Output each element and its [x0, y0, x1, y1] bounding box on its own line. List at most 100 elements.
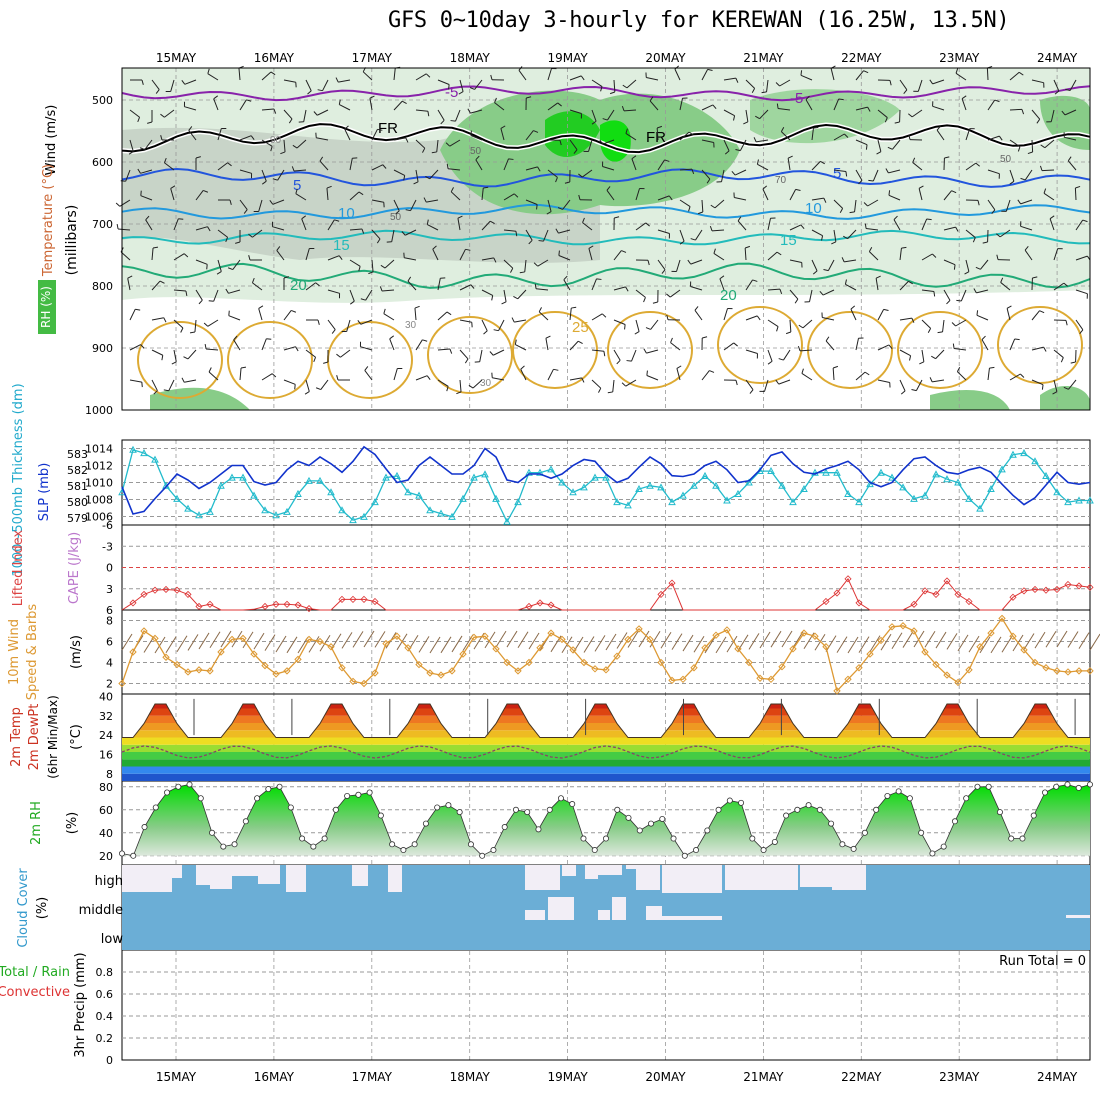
- wind-barb-flag: [188, 126, 193, 131]
- contour-label: 70: [775, 175, 787, 186]
- thickness-point: [437, 509, 445, 517]
- wind-barb: [515, 344, 527, 351]
- wind-barb: [322, 79, 329, 91]
- rh-point: [614, 806, 621, 813]
- wind-speed-point: [305, 635, 313, 644]
- wind-barb-flag: [751, 88, 756, 93]
- wind-barb: [877, 139, 882, 152]
- wind-barb: [789, 319, 792, 333]
- wind-barb: [457, 218, 461, 231]
- wind-barb-flag: [625, 286, 629, 292]
- thickness-point: [701, 471, 709, 479]
- wind-barb: [283, 310, 292, 321]
- rh-point: [749, 835, 756, 842]
- wind-barb: [524, 259, 527, 272]
- thickness-point: [987, 484, 995, 493]
- wind-speed-point: [173, 660, 181, 669]
- wind-barb: [877, 344, 890, 351]
- rh-tick: 80: [99, 781, 113, 794]
- wind-barb-flag: [841, 257, 845, 263]
- wind-barb: [801, 373, 813, 381]
- wind-barb-flag: [140, 344, 145, 349]
- thickness-point: [943, 475, 951, 483]
- wind-barb: [437, 311, 448, 321]
- wind-speed-point: [767, 675, 775, 684]
- wind-barb-flag: [450, 187, 454, 193]
- wind-barb: [569, 75, 582, 81]
- thickness-point: [998, 465, 1006, 473]
- wind-barb-flag: [621, 250, 627, 253]
- wind-barb: [690, 286, 703, 291]
- wind-barb-flag: [464, 358, 469, 364]
- wind-barb: [547, 68, 552, 81]
- wind-barb: [319, 160, 329, 171]
- wind-barb: [866, 228, 879, 231]
- wind-barb: [228, 315, 241, 321]
- surface-wind-barb: [352, 631, 364, 648]
- wind-barb-flag: [838, 98, 844, 101]
- wind-barb: [669, 289, 681, 298]
- wind-barb-flag: [489, 220, 495, 224]
- wind-barb: [371, 129, 378, 141]
- wind-barb-flag: [850, 305, 856, 310]
- wind-barb-flag: [1032, 276, 1038, 279]
- thickness-point: [855, 498, 863, 506]
- wind-barb: [1053, 282, 1065, 291]
- wind-barb-flag: [553, 368, 559, 371]
- rh-fill-surface-b: [930, 390, 1010, 410]
- chart-title: GFS 0~10day 3-hourly for KEREWAN (16.25W…: [388, 8, 1010, 33]
- rh-point: [715, 806, 722, 813]
- wind-barb-flag: [712, 104, 717, 110]
- wind-barb: [294, 169, 307, 172]
- rh-point: [1008, 835, 1015, 842]
- wind-barb-flag: [538, 240, 544, 242]
- wind-barb-flag: [933, 291, 936, 297]
- rh-point: [1030, 812, 1037, 819]
- wind-barb-flag: [694, 306, 699, 311]
- wind-barb-flag: [203, 189, 209, 193]
- wind-barb: [721, 169, 725, 182]
- wind-barb: [591, 109, 597, 122]
- wind-barb: [252, 282, 263, 291]
- ylabel-cloud-unit: (%): [35, 897, 50, 920]
- wind-barb-flag: [248, 233, 253, 238]
- surface-wind-barb: [330, 633, 342, 651]
- rh-point: [400, 847, 407, 854]
- wind-barb: [877, 379, 890, 383]
- lifted-index-point: [833, 589, 841, 597]
- wind-speed-point: [701, 644, 709, 652]
- surface-wind-barb: [880, 633, 892, 651]
- wind-barb-flag: [973, 288, 977, 294]
- wind-barb: [125, 169, 131, 182]
- surface-wind-barb: [528, 632, 540, 650]
- wind-barb: [295, 193, 307, 201]
- cloud-high-gap: [172, 865, 182, 878]
- wind-barb-flag: [911, 389, 917, 392]
- wind-barb-flag: [631, 155, 637, 160]
- thickness-point: [272, 511, 280, 519]
- wind-barb: [1009, 71, 1020, 81]
- wind-barb: [943, 289, 951, 301]
- surface-wind-barb: [572, 636, 584, 654]
- wind-barb: [943, 190, 952, 201]
- surface-wind-barb: [1056, 630, 1068, 648]
- date-label-top: 20MAY: [645, 51, 686, 65]
- contour-15: [121, 229, 1091, 246]
- wind-barb: [591, 313, 603, 321]
- wind-barb: [679, 168, 693, 171]
- slp-thickness-plot: [118, 445, 1094, 525]
- wind-speed-point: [514, 667, 522, 675]
- wind-barb: [450, 191, 461, 201]
- wind-barb: [283, 346, 296, 351]
- wind-barb: [789, 189, 797, 201]
- wind-barb: [1006, 308, 1011, 321]
- wind-barb: [415, 109, 428, 112]
- rh-point: [951, 818, 958, 825]
- surface-wind-barb: [946, 633, 958, 650]
- wind-barb-flag: [794, 298, 799, 304]
- wind-speed-line: [121, 617, 1090, 693]
- wind-barb-flag: [225, 288, 229, 294]
- wind-barb-flag: [240, 366, 247, 369]
- wind-barb: [239, 135, 252, 141]
- wind-barb: [362, 71, 373, 81]
